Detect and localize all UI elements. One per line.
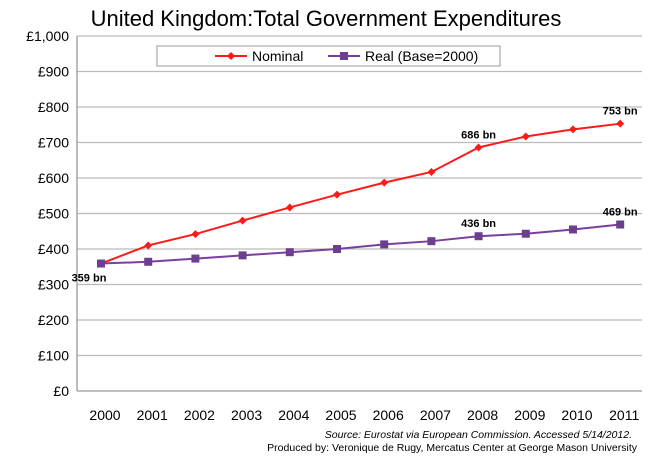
legend: Nominal Real (Base=2000) [156, 45, 501, 67]
x-tick-label: 2004 [278, 407, 309, 423]
y-tick-label: £100 [38, 348, 69, 364]
data-point-nominal [521, 132, 530, 141]
data-point-nominal [238, 216, 247, 225]
x-tick-label: 2009 [514, 407, 545, 423]
x-tick-label: 2008 [467, 407, 498, 423]
data-point-nominal [380, 178, 389, 187]
data-point-nominal [569, 125, 577, 134]
legend-marker-real [340, 52, 348, 60]
x-tick-label: 2002 [184, 407, 215, 423]
x-tick-label: 2010 [561, 407, 592, 423]
data-point-real [474, 232, 483, 241]
x-tick-label: 2006 [373, 407, 404, 423]
data-point-real [191, 254, 200, 263]
data-label: 436 bn [461, 218, 496, 230]
data-point-real [616, 220, 625, 229]
x-tick-label: 2000 [89, 407, 120, 423]
data-point-nominal [191, 230, 200, 239]
x-tick-label: 2005 [325, 407, 356, 423]
data-label: 686 bn [461, 129, 496, 141]
y-tick-label: £600 [38, 170, 69, 186]
data-point-nominal [285, 203, 294, 212]
x-tick-label: 2003 [231, 407, 262, 423]
data-label: 753 bn [603, 106, 638, 118]
x-tick-label: 2011 [609, 407, 639, 423]
data-label: 469 bn [603, 207, 638, 219]
x-tick-label: 2001 [137, 407, 168, 423]
source-note: Source: Eurostat via European Commission… [325, 429, 632, 441]
y-tick-label: £700 [38, 135, 69, 151]
data-point-nominal [474, 143, 483, 152]
data-point-real [521, 229, 530, 238]
y-tick-label: £400 [38, 241, 69, 257]
y-tick-label: £0 [53, 383, 69, 399]
legend-label-real: Real (Base=2000) [365, 48, 478, 64]
data-point-real [144, 257, 153, 266]
series-line-real [100, 223, 621, 265]
data-point-nominal [427, 167, 436, 176]
legend-marker-nominal [227, 52, 235, 60]
series-line-nominal [100, 122, 621, 265]
y-tick-label: £300 [38, 277, 69, 293]
data-point-nominal [333, 190, 341, 199]
data-point-real [285, 248, 294, 257]
y-tick-label: £200 [38, 312, 69, 328]
data-point-real [238, 251, 247, 260]
credit-note: Produced by: Veronique de Rugy, Mercatus… [267, 442, 638, 454]
y-tick-label: £800 [38, 99, 69, 115]
data-point-real [97, 259, 105, 268]
x-tick-label: 2007 [420, 407, 451, 423]
y-tick-label: £900 [38, 64, 69, 80]
data-point-real [380, 240, 389, 249]
data-point-nominal [616, 119, 625, 128]
chart-title: United Kingdom:Total Government Expendit… [91, 6, 562, 31]
data-point-nominal [144, 241, 153, 250]
data-point-real [569, 225, 577, 234]
y-tick-label: £500 [38, 206, 69, 222]
data-point-real [333, 245, 341, 253]
data-label: 359 bn [72, 273, 107, 285]
legend-label-nominal: Nominal [252, 48, 303, 64]
data-point-real [427, 237, 436, 246]
y-tick-label: £1,000 [26, 28, 69, 44]
